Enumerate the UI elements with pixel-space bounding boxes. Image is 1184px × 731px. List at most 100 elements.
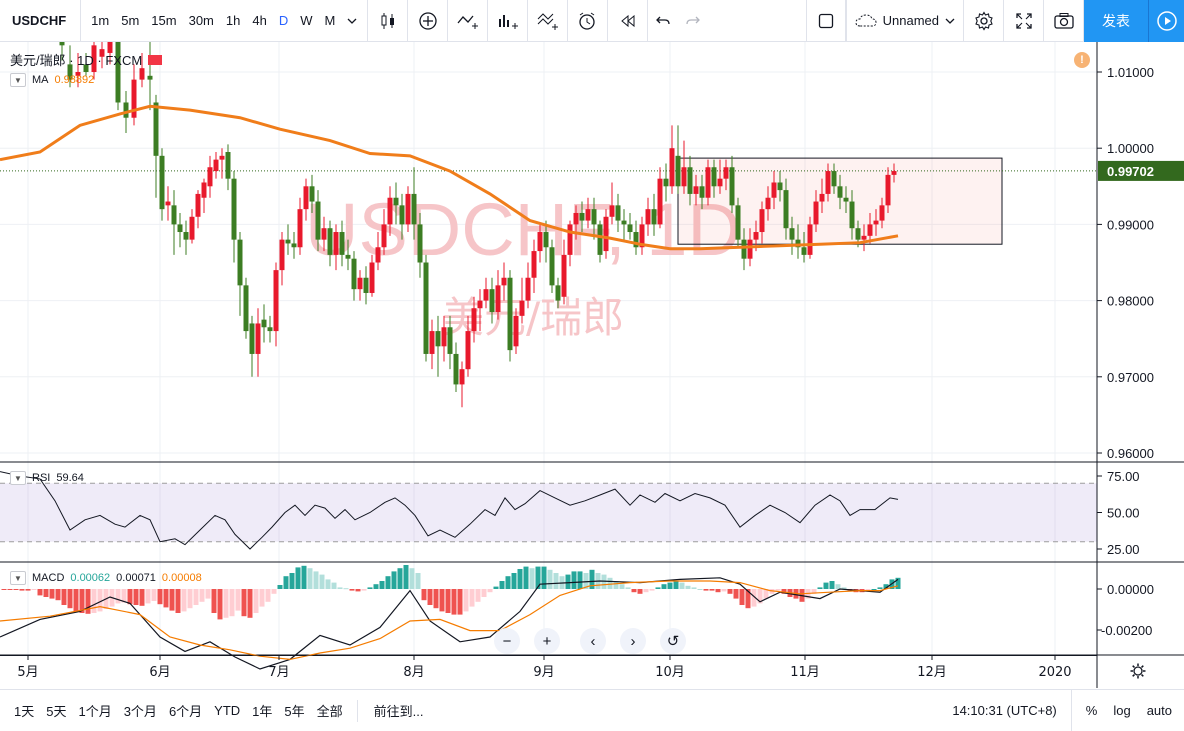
undo-icon[interactable]	[648, 0, 678, 42]
macd-histogram-bar	[241, 589, 247, 617]
candle-body	[219, 155, 225, 160]
interval-4h[interactable]: 4h	[252, 13, 267, 28]
collapse-chevron-icon[interactable]: ▼	[10, 571, 26, 585]
candle-type-icon[interactable]	[368, 0, 409, 42]
axis-settings-icon-tooth	[1141, 674, 1144, 677]
price-axis-label: 0.97000	[1107, 370, 1154, 385]
macd-histogram-bar	[235, 589, 241, 611]
clock-timezone[interactable]: 14:10:31 (UTC+8)	[938, 689, 1072, 731]
candle-body	[177, 224, 183, 233]
macd-histogram-bar	[325, 579, 331, 589]
auto-toggle[interactable]: auto	[1146, 703, 1172, 718]
interval-1h[interactable]: 1h	[225, 13, 241, 28]
candle-body	[651, 209, 657, 225]
ma-line	[0, 104, 899, 251]
goto-date-button[interactable]: 前往到...	[373, 704, 424, 719]
interval-d[interactable]: D	[278, 13, 289, 28]
collapse-chevron-icon[interactable]: ▼	[10, 471, 26, 485]
interval-1m[interactable]: 1m	[91, 13, 110, 28]
zoom-out-icon[interactable]: −	[494, 628, 520, 654]
financials-icon[interactable]	[488, 0, 529, 42]
range-5y[interactable]: 5年	[284, 704, 305, 719]
range-1y[interactable]: 1年	[252, 704, 273, 719]
candle-body	[555, 285, 561, 301]
reset-chart-icon[interactable]: ↺	[660, 628, 686, 654]
last-price-tag	[1098, 160, 1184, 181]
macd-histogram-bar	[679, 582, 685, 589]
fullscreen-toggle-icon[interactable]	[805, 0, 846, 42]
macd-histogram-bar	[481, 589, 487, 597]
macd-histogram-bar	[301, 565, 307, 589]
macd-histogram-bar	[553, 573, 559, 589]
interval-m[interactable]: M	[324, 13, 336, 28]
macd-histogram-bar	[295, 567, 301, 589]
redo-icon[interactable]	[678, 0, 708, 42]
templates-icon[interactable]	[528, 0, 569, 42]
macd-histogram-bar	[751, 589, 757, 607]
range-all[interactable]: 全部	[316, 704, 343, 719]
range-1m[interactable]: 1个月	[78, 704, 112, 719]
macd-histogram-bar	[823, 582, 829, 589]
rsi-legend: ▼ RSI 59.64	[10, 471, 84, 485]
candle-body	[669, 148, 675, 187]
chevron-down-icon[interactable]	[341, 15, 363, 27]
collapse-chevron-icon[interactable]: ▼	[10, 73, 26, 87]
interval-30m[interactable]: 30m	[188, 13, 214, 28]
candle-body	[789, 228, 795, 240]
layout-selector[interactable]: Unnamed	[845, 0, 964, 42]
macd-histogram-bar	[205, 589, 211, 599]
axis-settings-icon[interactable]	[1133, 666, 1143, 676]
candle-body	[91, 45, 97, 72]
macd-histogram-bar	[577, 571, 583, 589]
log-toggle[interactable]: log	[1113, 703, 1131, 718]
macd-histogram-bar	[277, 585, 283, 589]
range-6m[interactable]: 6个月	[168, 704, 203, 719]
zoom-in-icon[interactable]: +	[534, 628, 560, 654]
interval-w[interactable]: W	[300, 13, 313, 28]
candle-body	[735, 205, 741, 240]
macd-histogram-bar	[19, 589, 25, 591]
scroll-right-icon[interactable]: ›	[620, 628, 646, 654]
macd-histogram-bar	[697, 589, 703, 590]
scroll-left-icon[interactable]: ‹	[580, 628, 606, 654]
rsi-value: 59.64	[56, 472, 84, 484]
range-1d[interactable]: 1天	[14, 704, 35, 719]
interval-15m[interactable]: 15m	[151, 13, 177, 28]
chart-canvas[interactable]: USDCHF, 1D美元/瑞郎1.010001.000000.990000.98…	[0, 42, 1184, 689]
candle-body	[321, 228, 327, 240]
play-icon[interactable]	[1148, 0, 1184, 42]
symbol-search-button[interactable]: USDCHF	[0, 0, 82, 42]
macd-histogram-bar	[97, 589, 103, 612]
indicators-icon[interactable]	[448, 0, 489, 42]
replay-icon[interactable]	[608, 0, 649, 42]
candle-body	[435, 331, 441, 347]
macd-histogram-bar	[505, 576, 511, 589]
camera-icon[interactable]	[1044, 0, 1084, 42]
alert-clock-icon[interactable]	[568, 0, 609, 42]
range-ytd[interactable]: YTD	[214, 703, 241, 718]
macd-histogram-bar	[811, 589, 817, 594]
macd-histogram-bar	[589, 569, 595, 589]
candle-body	[621, 220, 627, 225]
candle-body	[717, 178, 723, 187]
compare-add-icon[interactable]	[408, 0, 449, 42]
fullscreen-icon[interactable]	[1004, 0, 1044, 42]
candle-body	[267, 327, 273, 332]
candle-body	[369, 262, 375, 293]
candle-body	[801, 247, 807, 255]
percent-toggle[interactable]: %	[1085, 703, 1098, 718]
candle-body	[123, 102, 129, 118]
macd-histogram-bar	[37, 589, 43, 596]
range-5d[interactable]: 5天	[46, 704, 67, 719]
interval-5m[interactable]: 5m	[121, 13, 140, 28]
range-3m[interactable]: 3个月	[123, 704, 157, 719]
macd-legend: ▼ MACD 0.00062 0.00071 0.00008	[10, 571, 202, 585]
candle-body	[861, 235, 867, 240]
candle-body	[327, 228, 333, 255]
publish-button[interactable]: 发表	[1084, 0, 1148, 42]
notice-icon[interactable]: !	[1074, 52, 1090, 68]
candle-body	[771, 182, 777, 198]
pane-border	[0, 655, 1097, 656]
rsi-axis-label: 50.00	[1107, 506, 1140, 521]
settings-gear-icon[interactable]	[964, 0, 1004, 42]
